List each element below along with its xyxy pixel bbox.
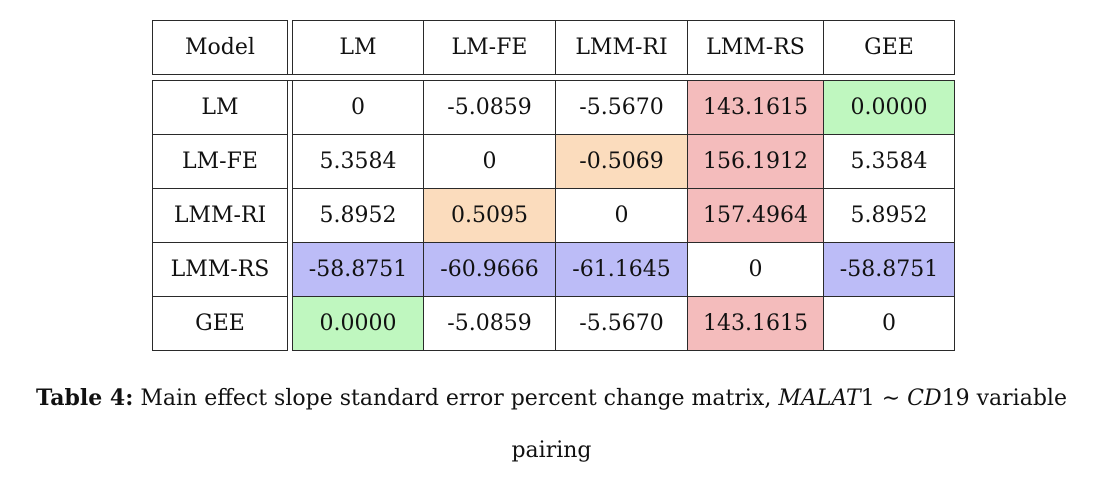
table-cell: 143.1615 [687, 296, 824, 351]
column-header-cell: LMM-RI [555, 20, 688, 75]
table-cell: -5.0859 [423, 296, 556, 351]
table-cell: 0 [423, 134, 556, 189]
table-cell: 143.1615 [687, 80, 824, 135]
caption-math-gene-a: MALAT [778, 386, 861, 411]
table-cell: 0 [687, 242, 824, 297]
caption-math-gene-b-number: 19 [941, 386, 970, 411]
caption-label: Table 4: [36, 385, 134, 411]
column-header-cell: LM-FE [423, 20, 556, 75]
column-header-cell: GEE [823, 20, 955, 75]
row-header-cell: LM-FE [152, 134, 288, 189]
table-cell: -58.8751 [823, 242, 955, 297]
table-row: LMM-RI 5.8952 0.5095 0 157.4964 5.8952 [152, 188, 955, 243]
column-header-cell: LMM-RS [687, 20, 824, 75]
table-cell: 0 [823, 296, 955, 351]
table-cell: 5.3584 [292, 134, 424, 189]
column-header-cell: LM [292, 20, 424, 75]
caption-line-2: pairing [511, 438, 592, 463]
caption-math-gene-a-number: 1 [860, 386, 875, 411]
caption-text: Main effect slope standard error percent… [133, 386, 779, 411]
table-cell: -0.5069 [555, 134, 688, 189]
table-caption: Table 4: Main effect slope standard erro… [0, 372, 1103, 477]
table-cell: 0.5095 [423, 188, 556, 243]
table-row: LM 0 -5.0859 -5.5670 143.1615 0.0000 [152, 80, 955, 135]
caption-tilde: ∼ [874, 386, 908, 411]
table-cell: -5.0859 [423, 80, 556, 135]
row-header-cell: LMM-RS [152, 242, 288, 297]
table-header-row: Model LM LM-FE LMM-RI LMM-RS GEE [152, 20, 955, 75]
row-header-cell: LMM-RI [152, 188, 288, 243]
table-cell: 5.8952 [823, 188, 955, 243]
table-cell: 0.0000 [823, 80, 955, 135]
table-cell: -58.8751 [292, 242, 424, 297]
caption-math-gene-b: CD [907, 386, 942, 411]
table-row: GEE 0.0000 -5.0859 -5.5670 143.1615 0 [152, 296, 955, 351]
row-header-cell: LM [152, 80, 288, 135]
table-cell: 5.3584 [823, 134, 955, 189]
corner-header-cell: Model [152, 20, 288, 75]
table-cell: 0.0000 [292, 296, 424, 351]
table-cell: -61.1645 [555, 242, 688, 297]
percent-change-table-container: Model LM LM-FE LMM-RI LMM-RS GEE LM 0 -5.0… [152, 20, 955, 352]
caption-text-end: variable [969, 386, 1067, 411]
table-cell: 0 [555, 188, 688, 243]
table-cell: -5.5670 [555, 296, 688, 351]
table-cell: 0 [292, 80, 424, 135]
table-cell: -60.9666 [423, 242, 556, 297]
row-header-cell: GEE [152, 296, 288, 351]
table-cell: -5.5670 [555, 80, 688, 135]
percent-change-matrix-table: Model LM LM-FE LMM-RI LMM-RS GEE LM 0 -5.0… [152, 20, 955, 351]
table-row: LM-FE 5.3584 0 -0.5069 156.1912 5.3584 [152, 134, 955, 189]
table-cell: 5.8952 [292, 188, 424, 243]
table-row: LMM-RS -58.8751 -60.9666 -61.1645 0 -58.8751 [152, 242, 955, 297]
table-cell: 156.1912 [687, 134, 824, 189]
caption-line-1: Table 4: Main effect slope standard erro… [0, 372, 1103, 425]
table-cell: 157.4964 [687, 188, 824, 243]
